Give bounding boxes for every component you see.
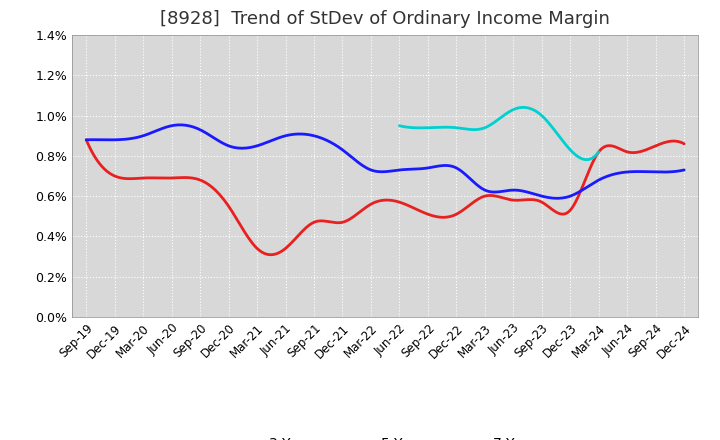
7 Years bbox=[395, 123, 404, 128]
5 Years bbox=[628, 169, 636, 174]
5 Years bbox=[82, 137, 91, 143]
5 Years bbox=[590, 180, 598, 185]
5 Years bbox=[450, 165, 459, 170]
3 Years bbox=[438, 215, 446, 220]
5 Years bbox=[554, 196, 562, 201]
5 Years bbox=[680, 167, 688, 172]
7 Years bbox=[519, 105, 528, 110]
3 Years bbox=[266, 252, 274, 257]
5 Years bbox=[440, 163, 449, 168]
3 Years bbox=[440, 215, 449, 220]
7 Years bbox=[582, 157, 591, 162]
5 Years bbox=[176, 122, 184, 128]
Line: 7 Years: 7 Years bbox=[400, 107, 599, 160]
3 Years bbox=[626, 150, 634, 155]
7 Years bbox=[514, 105, 523, 110]
7 Years bbox=[513, 106, 522, 111]
3 Years bbox=[84, 142, 93, 147]
3 Years bbox=[450, 213, 459, 218]
5 Years bbox=[84, 137, 93, 143]
Line: 3 Years: 3 Years bbox=[86, 140, 684, 255]
7 Years bbox=[595, 149, 603, 154]
Legend: 3 Years, 5 Years, 7 Years: 3 Years, 5 Years, 7 Years bbox=[222, 431, 549, 440]
7 Years bbox=[564, 145, 572, 150]
3 Years bbox=[680, 141, 688, 147]
Line: 5 Years: 5 Years bbox=[86, 125, 684, 198]
3 Years bbox=[588, 161, 596, 166]
3 Years bbox=[82, 137, 91, 143]
7 Years bbox=[577, 156, 585, 161]
7 Years bbox=[517, 105, 526, 110]
7 Years bbox=[396, 123, 405, 128]
Title: [8928]  Trend of StDev of Ordinary Income Margin: [8928] Trend of StDev of Ordinary Income… bbox=[161, 10, 610, 28]
5 Years bbox=[438, 163, 446, 168]
